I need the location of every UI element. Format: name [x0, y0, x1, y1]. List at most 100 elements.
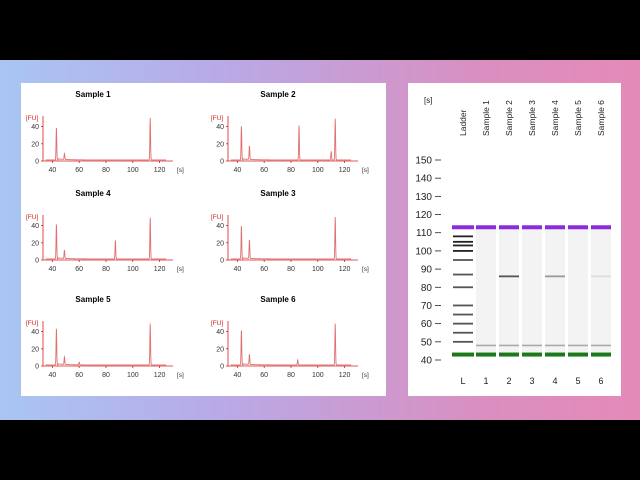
electropherogram-1: Sample 1 [FU] 0 20 40 40 60 80 100 120 [s] [26, 90, 184, 174]
electropherogram-trace [45, 217, 167, 260]
x-tick-label: 60 [75, 167, 83, 174]
y-axis-unit: [FU] [26, 115, 38, 122]
y-tick-label: 0 [35, 159, 39, 166]
gel-lane-smear [568, 229, 588, 353]
y-tick-label: 0 [35, 258, 39, 265]
gel-band [453, 235, 473, 238]
gel-y-tick-label: 40 [421, 356, 433, 367]
gel-lane-header: Sample 4 [550, 100, 560, 136]
upper-marker-band [522, 225, 542, 230]
gel-band [591, 275, 611, 278]
electropherogram-trace [230, 118, 352, 161]
gel-y-tick-label: 110 [416, 228, 432, 239]
x-tick-label: 120 [154, 167, 166, 174]
gel-y-tick-label: 60 [421, 319, 433, 330]
x-tick-label: 100 [127, 167, 139, 174]
x-tick-label: 40 [48, 266, 56, 273]
lower-marker-band [568, 352, 588, 357]
gel-band [545, 275, 565, 278]
gel-band [453, 273, 473, 276]
y-axis-unit: [FU] [211, 320, 223, 327]
gel-lane-header: Sample 1 [481, 100, 491, 136]
gel-band [476, 344, 496, 347]
gel-band [453, 240, 473, 243]
x-tick-label: 40 [233, 266, 241, 273]
x-tick-label: 60 [260, 372, 268, 379]
x-axis-unit: [s] [177, 266, 184, 273]
gel-lane-label: 6 [598, 376, 603, 386]
x-tick-label: 100 [312, 372, 324, 379]
gel-lane-label: 2 [506, 376, 511, 386]
x-axis-unit: [s] [362, 167, 369, 174]
electropherogram-2: Sample 2 [FU] 0 20 40 40 60 80 100 120 [s] [211, 90, 369, 174]
upper-marker-band [476, 225, 496, 230]
upper-marker-ladder [452, 225, 474, 230]
x-tick-label: 40 [233, 167, 241, 174]
y-axis-unit: [FU] [211, 214, 223, 221]
gel-lane-header: Sample 6 [596, 100, 606, 136]
electropherogram-panel: Sample 1 [FU] 0 20 40 40 60 80 100 120 [s] Sample 2… [21, 83, 386, 396]
gel-lane-smear [499, 229, 519, 353]
y-tick-label: 20 [216, 240, 224, 247]
electropherogram-5: Sample 5 [FU] 0 20 40 40 60 80 100 120 [s] [26, 295, 184, 379]
chart-title: Sample 5 [75, 295, 111, 304]
y-tick-label: 40 [216, 124, 224, 131]
gel-lane-smear [522, 229, 542, 353]
y-tick-label: 20 [216, 141, 224, 148]
lower-marker-band [476, 352, 496, 357]
gel-y-tick-label: 150 [415, 156, 432, 167]
y-tick-label: 0 [220, 258, 224, 265]
x-axis-unit: [s] [177, 372, 184, 379]
chart-title: Sample 1 [75, 90, 111, 99]
gel-lane-label: 1 [483, 376, 488, 386]
gel-band [453, 250, 473, 252]
upper-marker-band [545, 225, 565, 230]
gel-lane-header: Sample 5 [573, 100, 583, 136]
y-tick-label: 20 [31, 141, 39, 148]
x-tick-label: 40 [48, 372, 56, 379]
gel-band [453, 286, 473, 289]
chart-title: Sample 4 [75, 189, 111, 198]
electropherogram-trace [230, 216, 352, 260]
gel-y-tick-label: 80 [421, 283, 433, 294]
y-axis-unit: [FU] [26, 214, 38, 221]
x-tick-label: 80 [102, 266, 110, 273]
gel-band [522, 344, 542, 347]
x-tick-label: 80 [287, 372, 295, 379]
lower-marker-band [545, 352, 565, 357]
x-axis-unit: [s] [362, 372, 369, 379]
gel-y-tick-label: 90 [421, 265, 433, 276]
upper-marker-band [568, 225, 588, 230]
chart-title: Sample 3 [260, 189, 296, 198]
gel-band [453, 322, 473, 325]
electropherogram-trace [230, 323, 352, 366]
gel-band [453, 313, 473, 316]
gel-lane-label: 3 [529, 376, 534, 386]
x-tick-label: 120 [154, 372, 166, 379]
y-tick-label: 0 [220, 159, 224, 166]
gel-band [499, 344, 519, 347]
gel-y-tick-label: 130 [415, 192, 432, 203]
x-tick-label: 80 [287, 266, 295, 273]
gel-band [499, 275, 519, 278]
electropherogram-4: Sample 3 [FU] 0 20 40 40 60 80 100 120 [s] [211, 189, 369, 273]
gel-band [591, 344, 611, 347]
gel-lane-header: Sample 3 [527, 100, 537, 136]
x-tick-label: 120 [339, 372, 351, 379]
y-tick-label: 40 [216, 223, 224, 230]
x-tick-label: 60 [260, 167, 268, 174]
gel-band [453, 259, 473, 261]
gel-panel: [s] 150 140 130 120 110 100 90 80 70 60 50 40 Ladder S… [408, 83, 621, 396]
y-tick-label: 0 [35, 364, 39, 371]
x-axis-unit: [s] [362, 266, 369, 273]
gel-band [545, 344, 565, 347]
gel-lane-smear [476, 229, 496, 353]
electropherogram-3: Sample 4 [FU] 0 20 40 40 60 80 100 120 [s] [26, 189, 184, 273]
y-tick-label: 40 [31, 124, 39, 131]
gel-band [453, 244, 473, 247]
gel-band [568, 344, 588, 347]
x-axis-unit: [s] [177, 167, 184, 174]
x-tick-label: 100 [312, 167, 324, 174]
gel-lane-header: Sample 2 [504, 100, 514, 136]
x-tick-label: 40 [48, 167, 56, 174]
